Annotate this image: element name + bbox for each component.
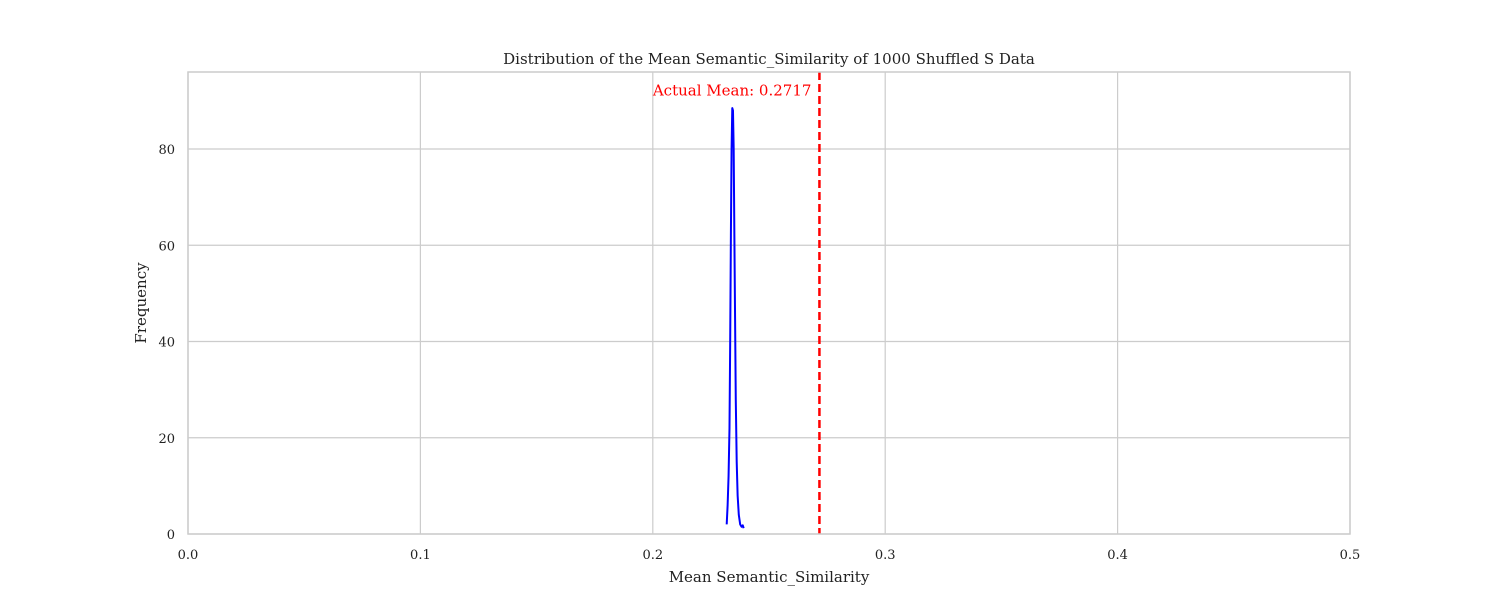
y-tick-label: 60	[158, 239, 175, 254]
x-axis-title: Mean Semantic_Similarity	[669, 568, 870, 586]
y-axis-title: Frequency	[132, 262, 150, 344]
y-tick-label: 40	[158, 336, 175, 351]
x-tick-label: 0.1	[410, 548, 431, 563]
annotation-layer: Actual Mean: 0.2717	[652, 72, 821, 534]
actual-mean-label: Actual Mean: 0.2717	[652, 81, 812, 99]
series-line	[725, 107, 745, 529]
x-tick-labels: 0.0 0.1 0.2 0.3 0.4 0.5	[178, 548, 1361, 563]
x-tick-label: 0.2	[642, 548, 663, 563]
series-layer	[725, 107, 745, 529]
grid	[187, 72, 1351, 535]
y-tick-label: 80	[158, 143, 175, 158]
plot-frame	[187, 71, 1351, 535]
x-tick-label: 0.3	[875, 548, 896, 563]
y-tick-label: 20	[158, 432, 175, 447]
y-tick-label: 0	[167, 528, 175, 543]
x-tick-label: 0.4	[1107, 548, 1128, 563]
chart-title: Distribution of the Mean Semantic_Simila…	[503, 50, 1035, 68]
x-tick-label: 0.5	[1340, 548, 1361, 563]
y-tick-labels: 0 20 40 60 80	[158, 143, 175, 543]
x-tick-label: 0.0	[178, 548, 199, 563]
